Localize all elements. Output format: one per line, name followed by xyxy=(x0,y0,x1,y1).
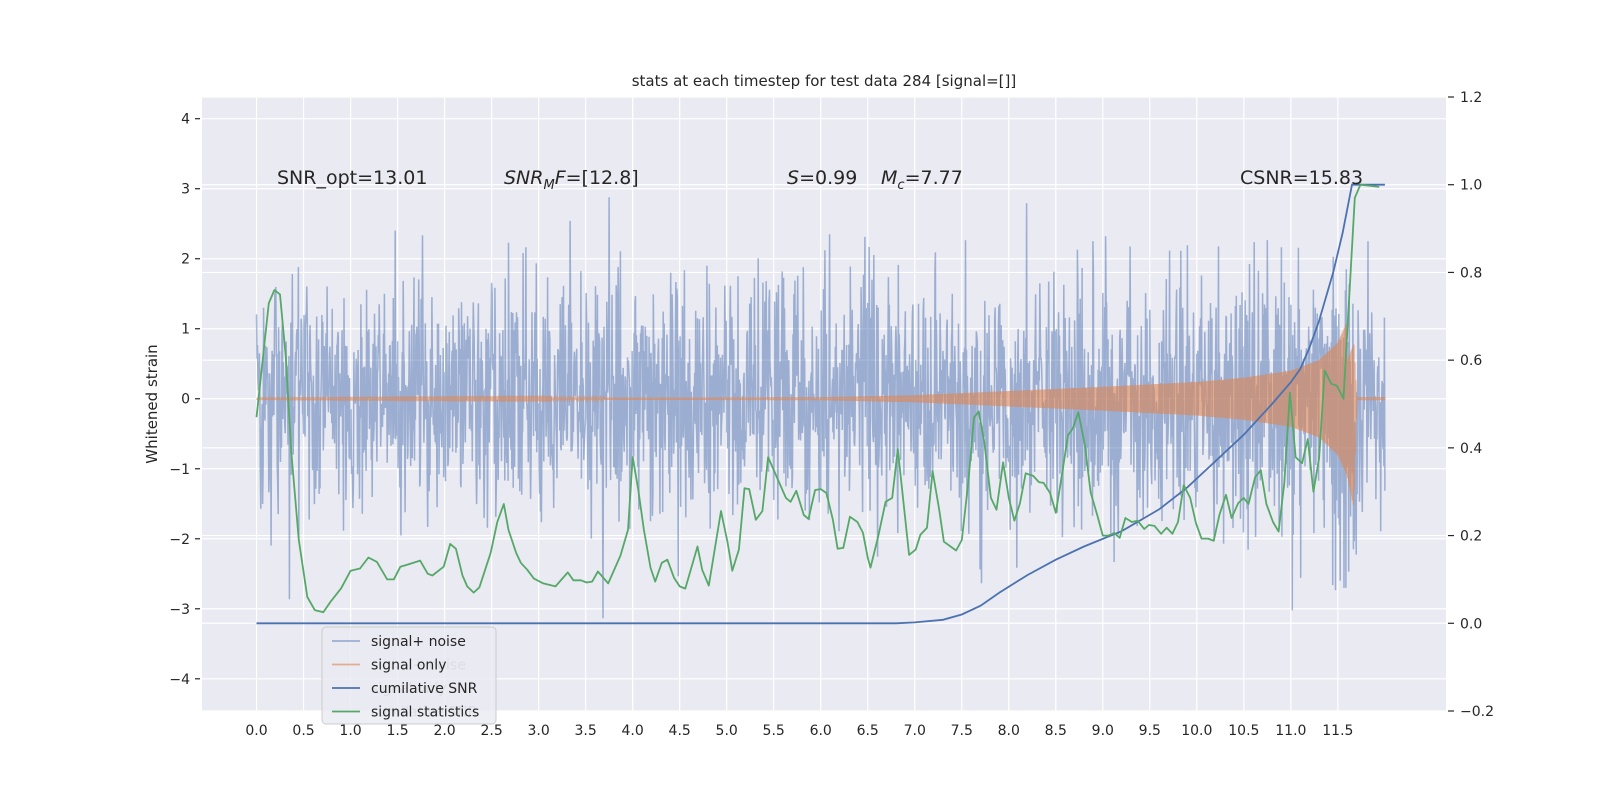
s-symbol: S xyxy=(787,167,799,189)
x-tick-label: 1.5 xyxy=(386,723,408,739)
series-cumulative-snr xyxy=(256,183,1385,625)
legend-box xyxy=(321,626,497,725)
y-left-tick-label: −2 xyxy=(169,532,190,548)
y-left-tick-label: −3 xyxy=(169,602,190,618)
y-right-tick-label: 0.2 xyxy=(1460,529,1482,545)
x-tick-label: 9.0 xyxy=(1092,723,1114,739)
series-signal-only xyxy=(255,323,1386,506)
legend-label: cumilative SNR xyxy=(371,681,478,697)
x-tick-label: 9.5 xyxy=(1139,723,1161,739)
series-signal-statistics xyxy=(255,183,1380,614)
tick-labels: 0.0 0.5 1.0 1.5 2.0 2.5 3.0 3.5 4.0 4.5 5.0 5.5 6.0 6… xyxy=(169,90,1494,739)
legend-label: signal statistics xyxy=(371,705,479,721)
x-tick-label: 10.5 xyxy=(1228,723,1259,739)
snr-mf-main: SNR xyxy=(504,167,543,189)
y-left-tick-label: 4 xyxy=(181,112,190,128)
x-tick-label: 11.5 xyxy=(1322,723,1353,739)
x-tick-label: 6.0 xyxy=(810,723,832,739)
y-left-tick-label: 3 xyxy=(181,182,190,198)
annotation-s: S=0.99 xyxy=(787,167,857,189)
y-right-tick-label: 1.0 xyxy=(1460,178,1482,194)
y-right-tick-label: 0.4 xyxy=(1460,441,1482,457)
x-tick-label: 2.5 xyxy=(480,723,502,739)
snr-mf-value: =[12.8] xyxy=(566,167,639,189)
mc-sub: c xyxy=(897,178,904,193)
x-tick-label: 10.0 xyxy=(1181,723,1212,739)
annotation-mc: Mc=7.77 xyxy=(881,167,963,193)
x-tick-label: 3.5 xyxy=(575,723,597,739)
y-right-tick-label: 0.0 xyxy=(1460,616,1482,632)
x-tick-label: 8.0 xyxy=(998,723,1020,739)
x-tick-label: 0.5 xyxy=(292,723,314,739)
series-layer xyxy=(255,183,1386,625)
x-tick-label: 0.0 xyxy=(245,723,267,739)
mc-main: M xyxy=(881,167,897,189)
x-tick-label: 7.0 xyxy=(904,723,926,739)
x-tick-label: 4.5 xyxy=(669,723,691,739)
legend-label: signal+ noise xyxy=(371,634,466,650)
y-left-tick-label: −1 xyxy=(169,462,190,478)
y-right-tick-label: −0.2 xyxy=(1460,704,1494,720)
legend: signal+ noise signal only cumilative SNR si… xyxy=(321,626,497,725)
y-right-tick-label: 0.8 xyxy=(1460,265,1482,281)
x-tick-label: 5.5 xyxy=(763,723,785,739)
x-tick-label: 4.0 xyxy=(622,723,644,739)
y-left-tick-label: 1 xyxy=(181,322,190,338)
x-tick-label: 3.0 xyxy=(527,723,549,739)
annotation-csnr: CSNR=15.83 xyxy=(1240,167,1363,189)
snr-mf-sub: M xyxy=(543,178,554,193)
chart-title: stats at each timestep for test data 284… xyxy=(632,72,1017,90)
x-tick-label: 7.5 xyxy=(951,723,973,739)
annotation-snr-mf: SNRMF=[12.8] xyxy=(504,167,639,193)
y-left-tick-label: 2 xyxy=(181,252,190,268)
mc-value: =7.77 xyxy=(905,167,963,189)
annotation-snr-opt: SNR_opt=13.01 xyxy=(277,167,427,189)
legend-label: signal only xyxy=(371,658,446,674)
x-tick-label: 6.5 xyxy=(857,723,879,739)
y-left-tick-label: −4 xyxy=(169,672,190,688)
x-tick-label: 8.5 xyxy=(1045,723,1067,739)
s-value: =0.99 xyxy=(799,167,857,189)
y-left-tick-label: 0 xyxy=(181,392,190,408)
x-tick-label: 1.0 xyxy=(339,723,361,739)
y-right-tick-label: 0.6 xyxy=(1460,353,1482,369)
x-tick-label: 2.0 xyxy=(433,723,455,739)
x-tick-label: 11.0 xyxy=(1275,723,1306,739)
snr-mf-rest: F xyxy=(555,167,567,189)
y-right-tick-label: 1.2 xyxy=(1460,90,1482,106)
x-tick-label: 5.0 xyxy=(716,723,738,739)
y-axis-label: Whitened strain xyxy=(143,344,161,463)
